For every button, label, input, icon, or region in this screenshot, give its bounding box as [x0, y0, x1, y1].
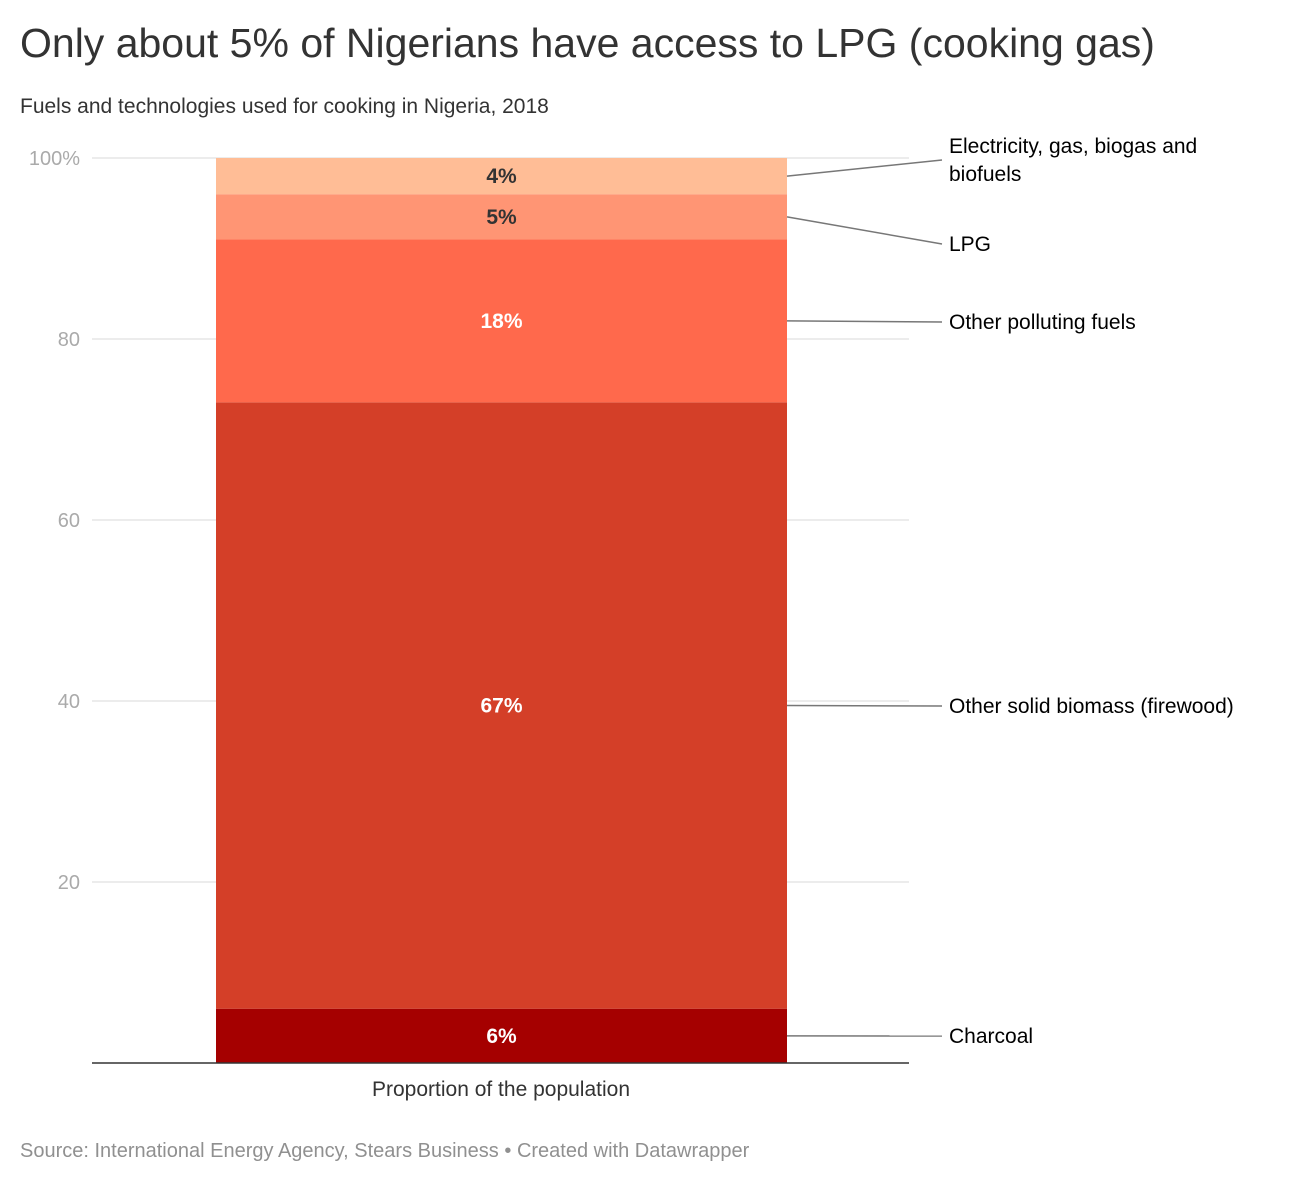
- data-label-other-polluting-fuels: 18%: [480, 310, 522, 333]
- series-label-other-solid-biomass-firewood: Other solid biomass (firewood): [949, 695, 1234, 718]
- leader-line-electricity-gas-biogas-and-biofuels: [786, 159, 943, 177]
- credit-link[interactable]: Created with Datawrapper: [516, 1140, 750, 1162]
- bar-segment-other-polluting-fuels[interactable]: [216, 239, 787, 403]
- series-labels: Charcoal Other solid biomass (firewood) Ot…: [786, 135, 1234, 1048]
- data-label-electricity-gas-biogas-and-biofuels: 4%: [486, 165, 517, 188]
- data-label-other-solid-biomass-firewood: 67%: [480, 695, 522, 718]
- bar-segment-other-solid-biomass-firewood[interactable]: [216, 402, 787, 1009]
- chart-subtitle: Fuels and technologies used for cooking …: [20, 95, 549, 118]
- y-tick-label-20: 20: [58, 872, 80, 894]
- bar-segment-lpg[interactable]: [216, 194, 787, 240]
- y-axis-ticks: 20 40 60 80 100%: [29, 148, 80, 894]
- segment-labels: 6% 67% 18% 5% 4%: [480, 165, 522, 1048]
- series-label-lpg: LPG: [949, 233, 991, 256]
- x-category-label: Proportion of the population: [372, 1078, 630, 1101]
- chart-title: Only about 5% of Nigerians have access t…: [20, 20, 1155, 66]
- series-label-electricity-gas-biogas-and-biofuels: Electricity, gas, biogas and biofuels: [949, 135, 1197, 186]
- series-label-charcoal: Charcoal: [949, 1025, 1033, 1048]
- bar-segment-charcoal[interactable]: [216, 1008, 787, 1063]
- y-tick-label-40: 40: [58, 691, 80, 713]
- data-label-lpg: 5%: [486, 206, 517, 229]
- data-label-charcoal: 6%: [486, 1025, 517, 1048]
- y-tick-label-80: 80: [58, 329, 80, 351]
- bar-segments: [216, 158, 787, 1063]
- source-note: Source: International Energy Agency, Ste…: [20, 1140, 499, 1162]
- bar-segment-electricity-gas-biogas-and-biofuels[interactable]: [216, 158, 787, 195]
- series-label-other-polluting-fuels: Other polluting fuels: [949, 311, 1136, 334]
- leader-line-other-polluting-fuels: [786, 320, 943, 323]
- leader-line-lpg: [786, 216, 943, 245]
- y-tick-label-60: 60: [58, 510, 80, 532]
- y-tick-label-100: 100%: [29, 148, 80, 170]
- footer-separator: •: [504, 1140, 512, 1162]
- chart-footer: Source: International Energy Agency, Ste…: [20, 1140, 749, 1163]
